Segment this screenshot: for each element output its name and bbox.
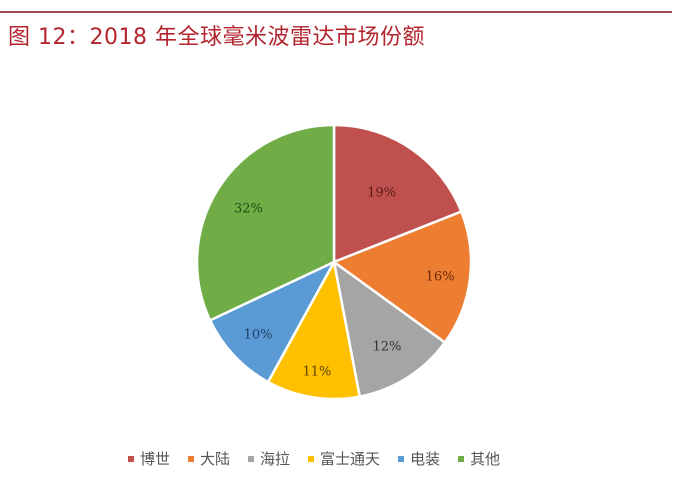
- legend-swatch: [398, 455, 405, 462]
- pie-slice-4: [208, 259, 337, 384]
- slice-label: 19%: [367, 186, 396, 201]
- pie-slice-0: [332, 123, 464, 264]
- legend-item-denso: 电装: [398, 448, 440, 469]
- legend-item-hella: 海拉: [248, 448, 290, 469]
- slice-label: 12%: [372, 339, 401, 354]
- legend-item-continental: 大陆: [188, 448, 230, 469]
- legend-label: 海拉: [260, 450, 291, 468]
- slice-label: 16%: [426, 269, 455, 284]
- pie-slice-5: [195, 123, 336, 322]
- pie-slice-1: [331, 209, 473, 345]
- slice-label: 32%: [234, 202, 263, 217]
- slice-label: 10%: [244, 327, 273, 342]
- legend-swatch: [188, 455, 195, 462]
- legend-label: 富士通天: [320, 450, 381, 468]
- legend-label: 博世: [140, 450, 171, 468]
- pie-slice-3: [266, 258, 362, 401]
- legend: 博世 大陆 海拉 富士通天 电装 其他: [128, 448, 518, 469]
- legend-item-bosch: 博世: [128, 448, 170, 469]
- legend-label: 大陆: [200, 450, 231, 468]
- pie-slice-2: [332, 259, 447, 399]
- top-divider: [0, 11, 672, 13]
- slice-label: 11%: [302, 364, 331, 379]
- legend-swatch: [128, 455, 134, 462]
- legend-swatch: [248, 455, 255, 462]
- legend-item-fujitsu-ten: 富士通天: [308, 448, 380, 469]
- legend-label: 其他: [470, 450, 501, 468]
- legend-swatch: [458, 455, 465, 462]
- legend-swatch: [308, 455, 315, 462]
- chart-title: 图 12：2018 年全球毫米波雷达市场份额: [8, 25, 425, 50]
- legend-item-others: 其他: [458, 448, 500, 469]
- legend-label: 电装: [410, 450, 441, 468]
